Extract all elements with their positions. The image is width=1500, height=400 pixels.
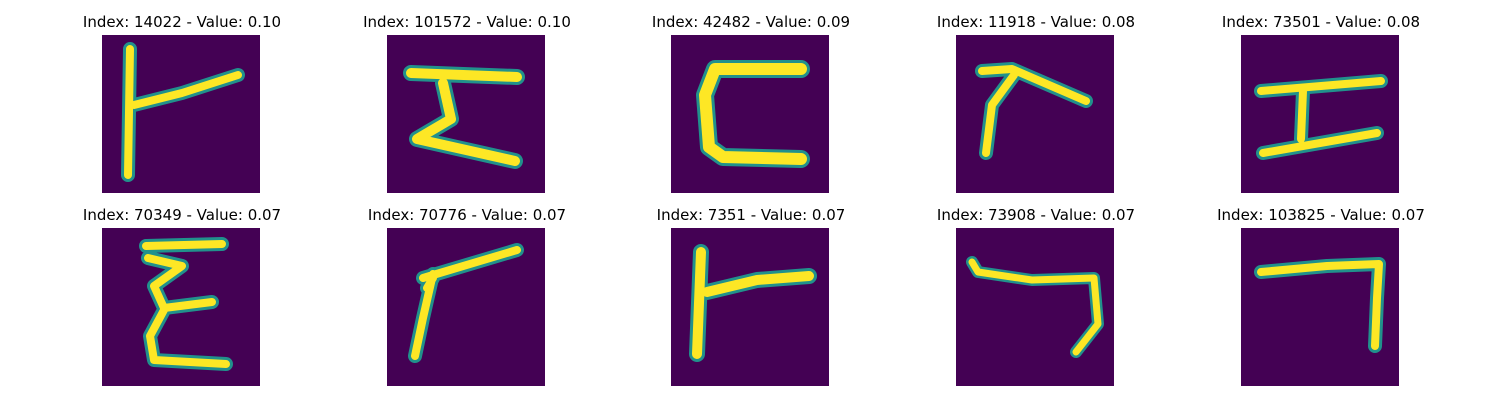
panel-title: Index: 70776 - Value: 0.07 <box>367 206 567 224</box>
panel-title: Index: 7351 - Value: 0.07 <box>656 206 846 224</box>
panel-title: Index: 70349 - Value: 0.07 <box>82 206 282 224</box>
panel-title: Index: 73908 - Value: 0.07 <box>936 206 1136 224</box>
character-image <box>1241 228 1399 386</box>
panel-title: Index: 11918 - Value: 0.08 <box>936 13 1136 31</box>
panel-title: Index: 42482 - Value: 0.09 <box>651 13 851 31</box>
character-image <box>387 35 545 193</box>
character-image <box>1241 35 1399 193</box>
character-image <box>956 228 1114 386</box>
panel-title: Index: 73501 - Value: 0.08 <box>1221 13 1421 31</box>
character-image <box>387 228 545 386</box>
character-image <box>671 35 829 193</box>
panel-title: Index: 14022 - Value: 0.10 <box>82 13 282 31</box>
character-image <box>671 228 829 386</box>
character-image <box>102 228 260 386</box>
panel-title: Index: 101572 - Value: 0.10 <box>363 13 571 31</box>
character-image <box>956 35 1114 193</box>
character-image <box>102 35 260 193</box>
panel-title: Index: 103825 - Value: 0.07 <box>1217 206 1425 224</box>
